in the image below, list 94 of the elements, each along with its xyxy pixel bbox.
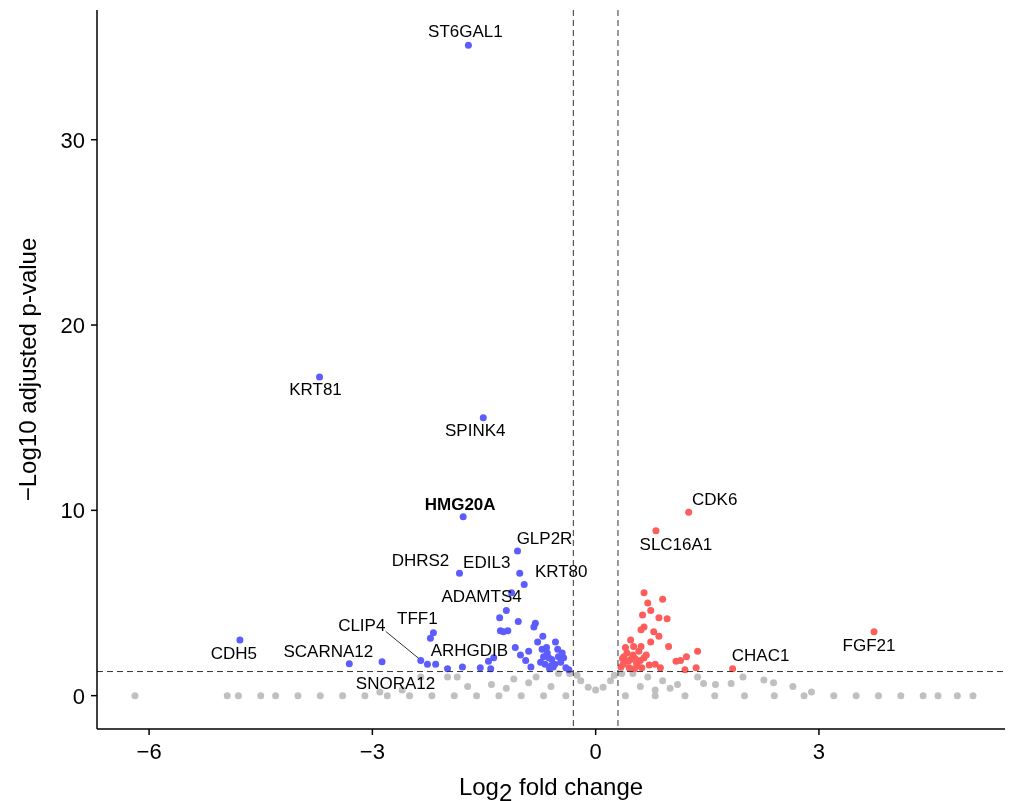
- point: [682, 653, 690, 661]
- point: [647, 606, 655, 614]
- point: [530, 623, 538, 631]
- point: [541, 660, 549, 668]
- y-axis-title: −Log10 adjusted p-value: [14, 237, 41, 502]
- point: [652, 527, 660, 535]
- annotation: SLC16A1: [639, 534, 713, 554]
- point: [639, 611, 647, 619]
- point: [635, 647, 643, 655]
- point: [638, 664, 646, 672]
- annotation: TFF1: [397, 608, 438, 628]
- point: [236, 636, 244, 644]
- point: [665, 643, 673, 651]
- annotation: FGF21: [842, 635, 896, 655]
- point: [644, 599, 652, 607]
- point: [378, 658, 386, 666]
- point: [520, 580, 528, 588]
- point: [650, 628, 658, 636]
- point: [432, 660, 440, 668]
- annotation: ADAMTS4: [441, 586, 522, 606]
- annotation: CDK6: [692, 490, 738, 510]
- point: [692, 664, 700, 672]
- point: [681, 666, 689, 674]
- annotation: ST6GAL1: [428, 22, 503, 42]
- point: [484, 657, 492, 665]
- point: [423, 660, 431, 668]
- point: [655, 614, 663, 622]
- point: [623, 649, 631, 657]
- point: [729, 665, 737, 673]
- point: [426, 634, 434, 642]
- point: [630, 643, 638, 651]
- point: [316, 373, 324, 381]
- x-tick-label: 3: [812, 739, 826, 764]
- x-tick-label: 0: [589, 739, 602, 764]
- point: [870, 628, 878, 636]
- y-tick-label: 0: [72, 683, 85, 709]
- point: [514, 547, 522, 555]
- point: [534, 638, 542, 646]
- point: [522, 656, 530, 664]
- point: [554, 645, 562, 653]
- point: [539, 632, 547, 640]
- point: [551, 638, 559, 646]
- point: [685, 508, 693, 516]
- point: [621, 643, 629, 651]
- point: [656, 664, 664, 672]
- annotation: KRT80: [534, 562, 588, 582]
- point: [504, 627, 512, 635]
- point: [464, 41, 472, 49]
- point: [444, 665, 452, 673]
- point: [527, 663, 535, 671]
- annotation: EDIL3: [463, 553, 511, 573]
- annotation: DHRS2: [391, 551, 450, 571]
- annotation: CLIP4: [338, 616, 386, 636]
- point: [417, 656, 425, 664]
- point: [345, 660, 353, 668]
- y-tick-label: 20: [60, 313, 85, 339]
- y-tick-label: 10: [60, 498, 85, 524]
- point: [516, 569, 524, 577]
- point: [511, 643, 519, 651]
- point: [694, 647, 702, 655]
- annotation: SCARNA12: [283, 641, 374, 661]
- point: [496, 614, 504, 622]
- point: [655, 632, 663, 640]
- x-tick-label: −6: [136, 739, 162, 764]
- annotation: CDH5: [210, 644, 258, 664]
- annotation: KRT81: [289, 379, 342, 399]
- point: [516, 651, 524, 659]
- annotation: SNORA12: [355, 673, 436, 693]
- point: [677, 656, 684, 664]
- point: [627, 636, 635, 644]
- annotation: CHAC1: [731, 645, 790, 665]
- point: [525, 647, 533, 655]
- point: [659, 595, 667, 603]
- annotation: GLP2R: [516, 529, 573, 549]
- annotation: HMG20A: [424, 494, 496, 514]
- x-tick-label: −3: [359, 739, 385, 764]
- point: [502, 606, 510, 614]
- y-tick-label: 30: [60, 127, 85, 153]
- point: [645, 661, 653, 669]
- point: [640, 589, 648, 597]
- point: [663, 615, 671, 623]
- point: [651, 660, 659, 668]
- point: [543, 643, 551, 651]
- point: [514, 618, 522, 626]
- point: [647, 638, 655, 646]
- point: [458, 663, 466, 671]
- point: [487, 665, 495, 673]
- point: [459, 513, 467, 521]
- point: [479, 414, 487, 422]
- annotation: SPINK4: [445, 420, 506, 440]
- point: [476, 664, 484, 672]
- point: [455, 569, 463, 577]
- point: [429, 629, 437, 637]
- annotation: ARHGDIB: [430, 640, 509, 660]
